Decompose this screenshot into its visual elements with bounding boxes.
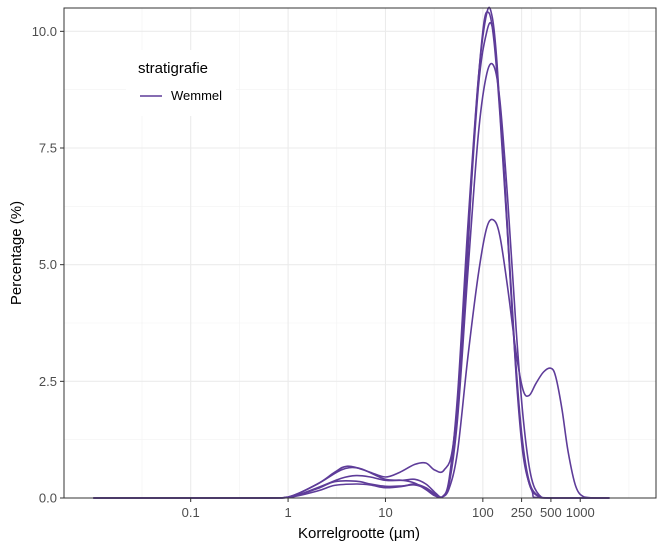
legend-title: stratigrafie	[138, 60, 208, 77]
x-tick-label: 1000	[566, 505, 595, 520]
y-tick-label: 0.0	[39, 491, 57, 506]
legend: stratigrafie Wemmel	[126, 50, 236, 116]
legend-label-wemmel: Wemmel	[171, 88, 222, 103]
x-axis: 0.1 1 10 100 250 500 1000	[182, 498, 595, 520]
series-lines	[93, 6, 610, 499]
x-tick-label: 500	[540, 505, 562, 520]
x-tick-label: 1	[284, 505, 291, 520]
x-tick-label: 250	[511, 505, 533, 520]
x-tick-label: 10	[378, 505, 392, 520]
series-line-3	[93, 21, 610, 499]
x-tick-label: 100	[472, 505, 494, 520]
y-tick-label: 7.5	[39, 141, 57, 156]
x-axis-title: Korrelgrootte (µm)	[298, 525, 420, 542]
series-line-5	[93, 218, 610, 499]
y-axis-title: Percentage (%)	[8, 201, 25, 305]
y-axis: 0.0 2.5 5.0 7.5 10.0	[32, 24, 64, 506]
y-tick-label: 2.5	[39, 374, 57, 389]
x-tick-label: 0.1	[182, 505, 200, 520]
y-tick-label: 10.0	[32, 24, 57, 39]
y-tick-label: 5.0	[39, 257, 57, 272]
legend-background	[126, 50, 236, 116]
plot-panel-border	[63, 7, 657, 499]
